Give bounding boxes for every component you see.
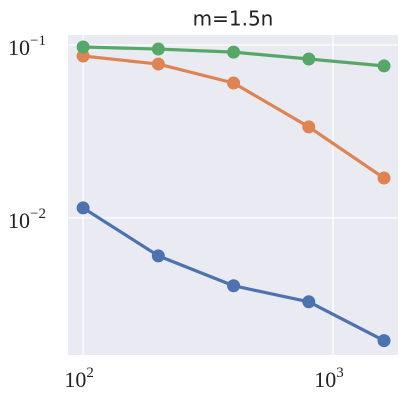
data-point [151, 57, 165, 71]
tick-label: 10−2 [8, 206, 46, 233]
data-point [377, 334, 391, 348]
data-point [227, 45, 241, 59]
tick-label: 10−1 [8, 33, 46, 60]
tick-exponent: 3 [336, 365, 344, 381]
chart-title: m=1.5n [193, 7, 274, 31]
data-point [302, 120, 316, 134]
data-point [302, 52, 316, 66]
tick-base: 10 [8, 208, 30, 233]
data-point [151, 249, 165, 263]
tick-base: 10 [8, 35, 30, 60]
tick-label: 102 [64, 365, 94, 392]
tick-exponent: 2 [86, 365, 94, 381]
data-point [377, 59, 391, 73]
data-point [151, 42, 165, 56]
data-point [227, 76, 241, 90]
data-point [377, 171, 391, 185]
data-point [76, 40, 90, 54]
tick-exponent: −1 [30, 33, 46, 49]
data-point [302, 295, 316, 309]
data-point [76, 49, 90, 63]
tick-label: 103 [314, 365, 344, 392]
data-point [76, 201, 90, 215]
tick-base: 10 [314, 367, 336, 392]
tick-base: 10 [64, 367, 86, 392]
data-point [227, 279, 241, 293]
tick-exponent: −2 [30, 206, 46, 222]
